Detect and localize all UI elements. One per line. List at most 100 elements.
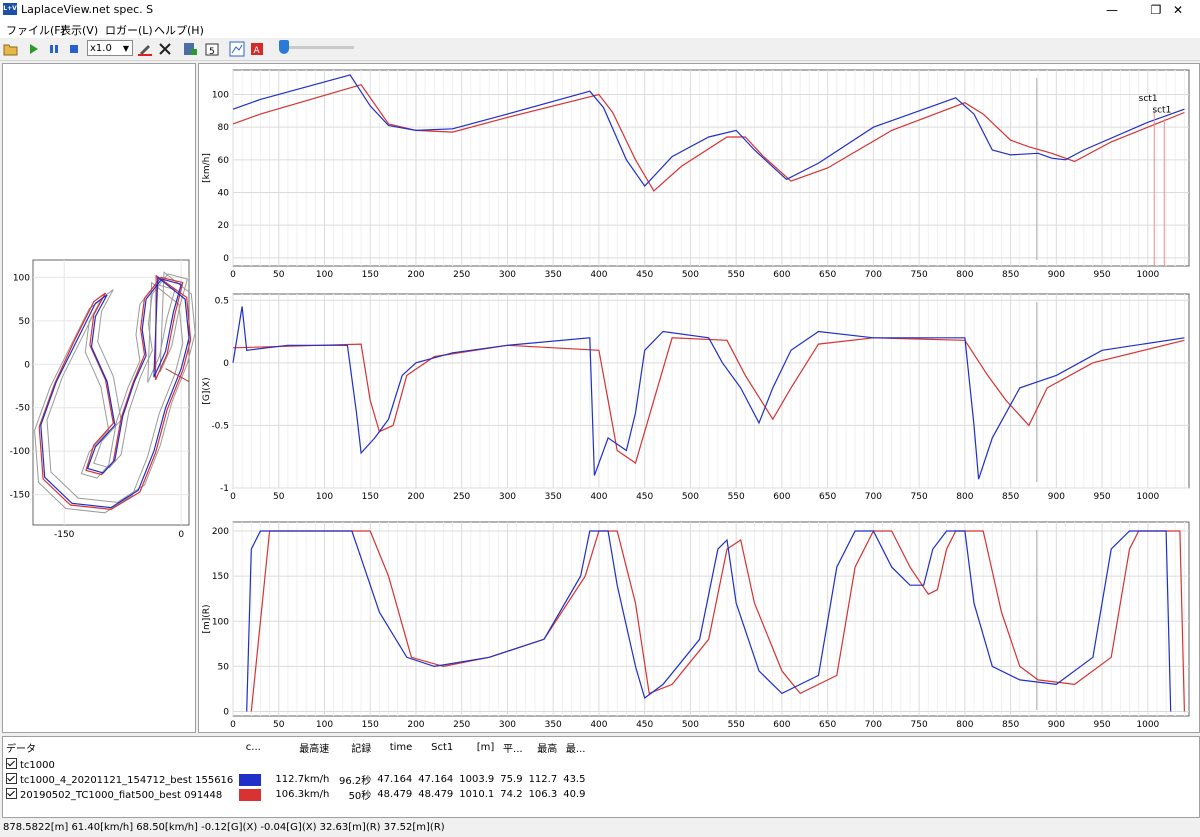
track-map-pane: 100 50 0 -50 -100 -150 -150 0 <box>2 63 196 733</box>
svg-text:5: 5 <box>209 47 215 57</box>
table-row[interactable]: tc1000_4_20201121_154712_best 155616 112… <box>3 772 588 787</box>
x-tick-label: 300 <box>499 270 516 280</box>
x-tick-label: 800 <box>956 270 973 280</box>
x-tick-label: 450 <box>636 492 653 502</box>
x-tick-label: 100 <box>316 492 333 502</box>
table-group-row[interactable]: tc1000 <box>3 757 588 772</box>
data-table: データ c... 最高速 記録 time Sct1 [m] 平... 最高 最.… <box>3 737 588 802</box>
y-tick-label: -0.5 <box>211 421 229 431</box>
cell-max: 106.3 <box>528 789 558 800</box>
x-tick-label: 150 <box>362 492 379 502</box>
x-tick-label: 100 <box>316 720 333 730</box>
cell-max-speed: 106.3km/h <box>275 789 330 800</box>
pause-icon[interactable] <box>46 41 62 57</box>
delete-icon[interactable] <box>157 41 173 57</box>
col-header-m[interactable]: [m] <box>476 741 495 753</box>
data-table-pane: データ c... 最高速 記録 time Sct1 [m] 平... 最高 最.… <box>2 736 1200 818</box>
x-tick-label: 350 <box>545 270 562 280</box>
y-tick-label: 80 <box>218 123 230 133</box>
col-header-max[interactable]: 最高 <box>537 743 558 755</box>
stop-icon[interactable] <box>66 41 82 57</box>
col-header-avg[interactable]: 平... <box>503 743 523 755</box>
col-header-record[interactable]: 記録 <box>351 743 372 755</box>
plot-frame <box>232 293 1190 489</box>
map-y-tick-label: 100 <box>13 273 30 283</box>
y-axis-label: [G](X) <box>202 377 212 404</box>
position-slider-track[interactable] <box>284 46 354 49</box>
map-x-tick-label: 0 <box>178 530 184 540</box>
col-header-sct1[interactable]: Sct1 <box>431 741 454 753</box>
app-logo-icon: L+V <box>3 3 17 15</box>
refresh-icon[interactable]: 5 <box>204 41 220 57</box>
chart-icon[interactable] <box>229 41 245 57</box>
map-blue-line <box>40 276 190 509</box>
cell-min: 43.5 <box>563 774 586 785</box>
y-axis-label: [m](R) <box>202 604 212 633</box>
close-button[interactable]: ✕ <box>1172 3 1184 17</box>
y-tick-label: 60 <box>218 156 230 166</box>
minimize-button[interactable]: — <box>1106 3 1118 17</box>
x-tick-label: 200 <box>407 270 424 280</box>
restore-button[interactable]: ❐ <box>1150 3 1162 17</box>
menu-file[interactable]: ファイル(F) <box>6 24 65 37</box>
chevron-down-icon: ▼ <box>122 44 129 53</box>
status-bar: 878.5822[m] 61.40[km/h] 68.50[km/h] -0.1… <box>0 818 1200 837</box>
x-tick-label: 800 <box>956 720 973 730</box>
group-label: tc1000 <box>20 760 55 771</box>
col-header-min[interactable]: 最... <box>565 743 586 755</box>
sector-label: sct1 <box>1139 94 1158 104</box>
x-tick-label: 900 <box>1048 270 1065 280</box>
menu-view[interactable]: 表示(V) <box>60 24 99 37</box>
cell-sct1: 47.164 <box>418 774 454 785</box>
group-checkbox[interactable] <box>6 758 17 769</box>
x-tick-label: 550 <box>728 270 745 280</box>
export-icon[interactable] <box>182 41 198 57</box>
x-tick-label: 600 <box>773 270 790 280</box>
x-tick-label: 500 <box>682 492 699 502</box>
cell-time: 47.164 <box>377 774 413 785</box>
play-icon[interactable] <box>26 41 42 57</box>
y-tick-label: 0 <box>223 254 229 264</box>
y-tick-label: 100 <box>212 617 229 627</box>
y-tick-label: 20 <box>218 221 230 231</box>
x-tick-label: 600 <box>773 492 790 502</box>
x-tick-label: 600 <box>773 720 790 730</box>
x-tick-label: 400 <box>590 720 607 730</box>
col-header-max-speed[interactable]: 最高速 <box>299 743 330 755</box>
cell-avg: 75.9 <box>500 774 523 785</box>
marker-icon[interactable] <box>137 41 153 57</box>
track-outline-inner <box>34 281 184 514</box>
track-map[interactable]: 100 50 0 -50 -100 -150 -150 0 <box>3 64 196 732</box>
x-tick-label: 650 <box>819 492 836 502</box>
x-tick-label: 150 <box>362 720 379 730</box>
map-y-tick-label: -100 <box>10 447 31 457</box>
menu-logger[interactable]: ロガー(L) <box>105 24 153 37</box>
x-tick-label: 0 <box>230 720 236 730</box>
x-tick-label: 950 <box>1093 270 1110 280</box>
open-folder-icon[interactable] <box>3 41 19 57</box>
table-row[interactable]: 20190502_TC1000_fiat500_best 091448 106.… <box>3 787 588 802</box>
y-tick-label: 0 <box>223 359 229 369</box>
row-checkbox[interactable] <box>6 773 17 784</box>
menu-help[interactable]: ヘルプ(H) <box>154 24 204 37</box>
pdf-icon[interactable]: A <box>249 41 265 57</box>
position-slider-thumb[interactable] <box>279 40 289 54</box>
col-header-time[interactable]: time <box>389 741 413 753</box>
color-swatch[interactable] <box>239 788 262 801</box>
x-tick-label: 50 <box>273 270 285 280</box>
x-tick-label: 700 <box>865 492 882 502</box>
x-tick-label: 450 <box>636 270 653 280</box>
x-tick-label: 250 <box>453 720 470 730</box>
row-checkbox[interactable] <box>6 788 17 799</box>
x-tick-label: 0 <box>230 492 236 502</box>
zoom-select[interactable]: x1.0 ▼ <box>87 40 133 56</box>
col-header-data[interactable]: データ <box>6 743 36 755</box>
map-y-tick-label: -150 <box>10 491 31 501</box>
x-tick-label: 750 <box>911 270 928 280</box>
col-header-color[interactable]: c... <box>245 741 261 753</box>
color-swatch[interactable] <box>239 773 262 786</box>
x-tick-label: 50 <box>273 720 285 730</box>
y-tick-label: -1 <box>220 484 229 494</box>
x-tick-label: 200 <box>407 492 424 502</box>
